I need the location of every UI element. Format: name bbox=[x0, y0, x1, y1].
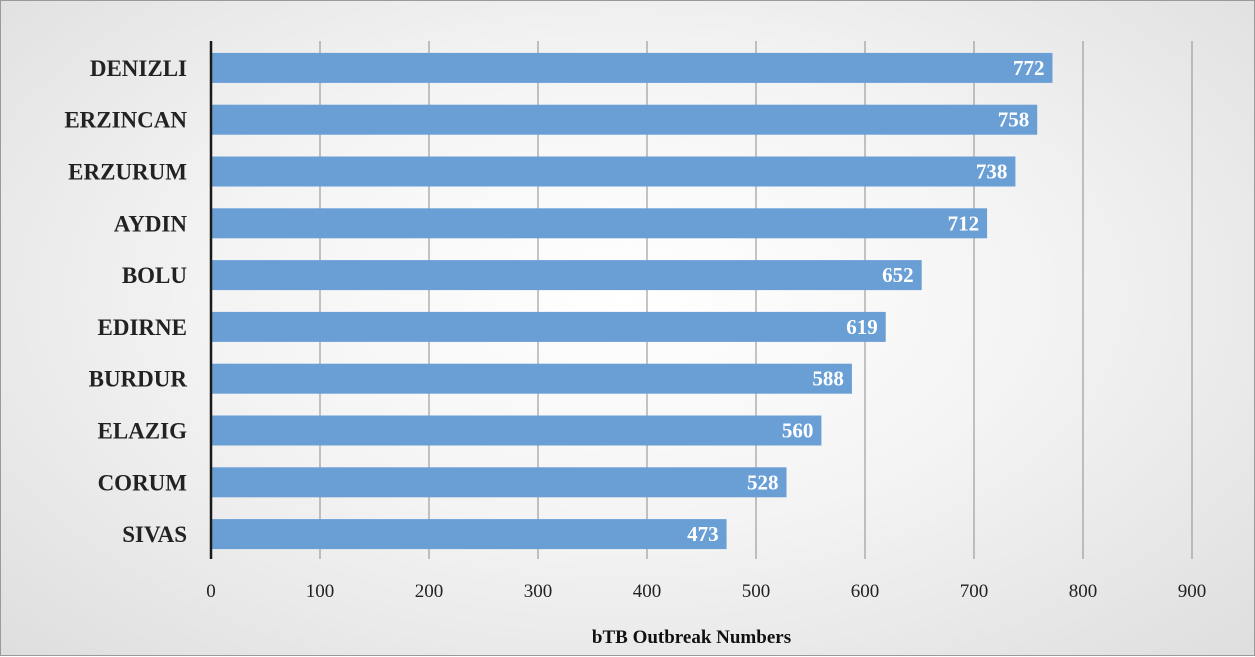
x-tick-label: 400 bbox=[633, 581, 662, 602]
x-tick-label: 900 bbox=[1178, 581, 1207, 602]
bar bbox=[211, 519, 727, 550]
x-tick-label: 200 bbox=[415, 581, 444, 602]
x-tick-label: 0 bbox=[206, 581, 216, 602]
category-label: AYDIN bbox=[114, 211, 188, 236]
data-label: 588 bbox=[812, 367, 844, 391]
bar bbox=[211, 208, 988, 239]
category-label: CORUM bbox=[98, 470, 188, 495]
bars: 772 758 738 712 652 619 588 560 528 473 bbox=[211, 52, 1053, 550]
x-tick-labels: 0 100 200 300 400 500 600 700 800 900 bbox=[206, 581, 1206, 602]
data-label: 528 bbox=[747, 470, 779, 494]
data-label: 560 bbox=[782, 419, 814, 443]
category-label: ERZINCAN bbox=[64, 108, 187, 133]
bar bbox=[211, 156, 1016, 187]
data-label: 758 bbox=[998, 108, 1030, 132]
bar bbox=[211, 311, 886, 342]
category-label: SIVAS bbox=[122, 522, 187, 547]
data-label: 619 bbox=[846, 315, 878, 339]
bar bbox=[211, 415, 822, 446]
category-labels: DENIZLI ERZINCAN ERZURUM AYDIN BOLU EDIRNE BUR… bbox=[64, 56, 187, 547]
category-label: DENIZLI bbox=[90, 56, 187, 81]
data-label: 652 bbox=[882, 263, 914, 287]
x-tick-label: 100 bbox=[306, 581, 335, 602]
x-tick-label: 800 bbox=[1069, 581, 1098, 602]
category-label: BOLU bbox=[122, 263, 188, 288]
bar bbox=[211, 260, 922, 291]
bar bbox=[211, 467, 787, 498]
data-label: 772 bbox=[1013, 56, 1045, 80]
category-label: EDIRNE bbox=[98, 315, 187, 340]
x-tick-label: 600 bbox=[851, 581, 880, 602]
category-label: BURDUR bbox=[89, 367, 188, 392]
x-tick-label: 300 bbox=[524, 581, 553, 602]
x-axis-title: bTB Outbreak Numbers bbox=[592, 627, 791, 648]
bar bbox=[211, 52, 1053, 83]
bar bbox=[211, 363, 852, 394]
x-tick-label: 700 bbox=[960, 581, 989, 602]
data-label: 473 bbox=[687, 522, 719, 546]
bar bbox=[211, 104, 1038, 135]
x-tick-label: 500 bbox=[742, 581, 771, 602]
data-label: 738 bbox=[976, 160, 1008, 184]
category-label: ERZURUM bbox=[68, 160, 187, 185]
data-label: 712 bbox=[948, 211, 980, 235]
category-label: ELAZIG bbox=[98, 419, 188, 444]
